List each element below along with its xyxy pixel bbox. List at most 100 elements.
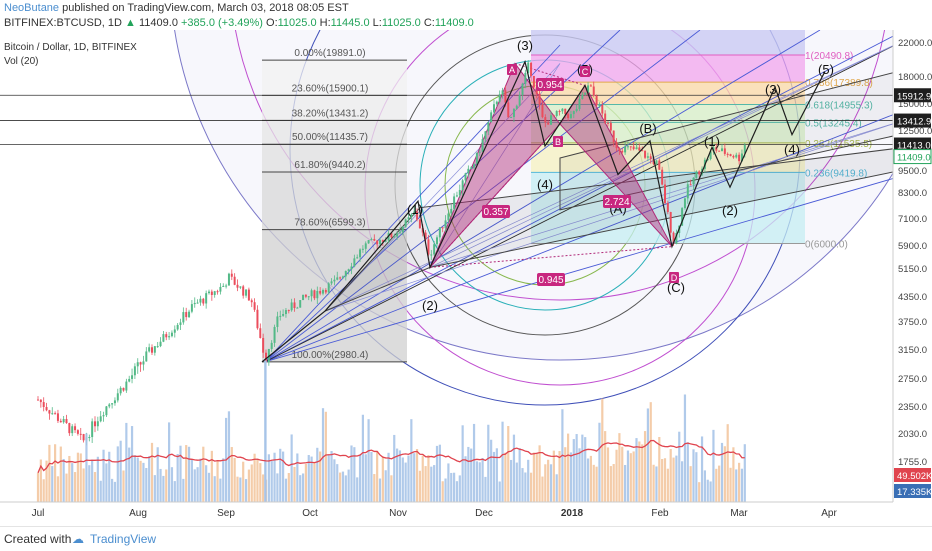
volume-bar [404, 462, 407, 502]
harmonic-ratio-label: 0.945 [538, 275, 563, 286]
time-axis-bg [0, 502, 932, 526]
volume-bar [367, 419, 370, 502]
plot-area[interactable]: 0.00%(19891.0) 23.60%(15900.1) 38.20%(1343… [0, 0, 932, 502]
volume-bar [307, 455, 310, 502]
volume-bar [256, 458, 259, 502]
volume-bar [336, 464, 339, 502]
volume-bar [287, 473, 290, 502]
price-marker [894, 137, 931, 152]
price-axis[interactable]: 22000.018000.015000.012500.011000.09500.… [892, 30, 932, 502]
volume-bar [327, 455, 330, 502]
volume-bar [130, 426, 134, 502]
volume-bar [276, 473, 279, 502]
candle-body [396, 233, 399, 237]
tradingview-logo-icon: ☁ [72, 532, 84, 546]
volume-bar [692, 449, 695, 502]
candle-body [612, 130, 615, 143]
candle-body [42, 402, 45, 408]
fib-ext-label: 0.236(9419.8) [805, 168, 867, 179]
candle-body [544, 117, 547, 123]
candle-body [692, 177, 695, 185]
candle-body [558, 111, 561, 113]
volume-bar [390, 475, 393, 502]
candle-body [196, 302, 199, 304]
candle-body [515, 105, 518, 109]
volume-bar [378, 478, 382, 502]
price-axis-bg [893, 30, 932, 502]
volume-bar [85, 433, 88, 502]
volume-bar [586, 458, 590, 502]
candle-body [735, 154, 738, 158]
price-tick-label: 2350.0 [898, 402, 927, 413]
volume-bar [279, 448, 282, 502]
volume-bar [547, 459, 550, 502]
harmonic-ratio-tag [482, 205, 510, 218]
candle-body [142, 361, 145, 365]
volume-bar [589, 455, 592, 502]
tradingview-brand[interactable]: TradingView [90, 532, 157, 546]
gann-fan-line [264, 30, 701, 363]
volume-bar [532, 452, 535, 502]
volume-bar [415, 449, 419, 502]
volume-bar [729, 467, 732, 502]
volume-bar [253, 453, 256, 502]
candle-body [589, 85, 592, 87]
candle-body [273, 326, 276, 343]
volume-bar [48, 444, 51, 502]
volume-bar [535, 453, 538, 502]
volume-bar [598, 422, 601, 502]
volume-bar [638, 441, 641, 502]
candle-body [316, 290, 319, 299]
candle-body [279, 315, 282, 317]
candle-body [401, 226, 404, 233]
harmonic-ratio-tag [536, 78, 564, 91]
harmonic-xd-line [429, 246, 673, 268]
candle-body [253, 302, 256, 310]
volume-bar [68, 455, 71, 502]
harmonic-xb-line [429, 123, 561, 268]
candle-body [689, 184, 692, 186]
candle-body [182, 312, 185, 323]
candle-body [561, 108, 564, 112]
volume-bar [113, 481, 117, 502]
candle-body [581, 94, 584, 99]
volume-bar [458, 475, 461, 502]
volume-bar [173, 481, 176, 502]
candle-body [470, 167, 473, 169]
candle-body [310, 290, 313, 297]
volume-bar [581, 434, 584, 502]
time-axis[interactable]: Jul Aug Sep Oct Nov Dec 2018 Feb Mar Apr [0, 501, 932, 526]
candle-body [213, 291, 216, 295]
price-tick-label: 15000.0 [898, 99, 932, 110]
candle-body [430, 254, 433, 256]
volume-bar [635, 438, 638, 502]
volume-bar [205, 465, 208, 502]
candle-body [550, 115, 552, 125]
candle-body [270, 342, 273, 349]
candle-body [247, 289, 250, 301]
volume-bar [393, 434, 396, 502]
author-link[interactable]: NeoButane [4, 2, 60, 14]
volume-bar [353, 447, 356, 502]
volume-bar [706, 479, 709, 502]
gann-fan-line [324, 123, 893, 312]
candle-body [518, 94, 521, 106]
volume-bar [723, 446, 726, 502]
volume-bar [686, 442, 689, 502]
volume-bar [609, 466, 612, 502]
volume-bar [735, 469, 738, 502]
volume-bar [299, 475, 302, 502]
volume-bar [564, 447, 567, 502]
volume-bar [216, 460, 219, 502]
candle-body [153, 346, 156, 353]
candle-body [313, 290, 316, 299]
volume-bar [504, 452, 507, 502]
volume-bar [162, 475, 165, 502]
candle-body [347, 269, 350, 272]
candle-body [113, 400, 116, 404]
candle-body [393, 236, 396, 238]
price-marker-label: 17.335K [897, 487, 932, 498]
candle-body [322, 289, 324, 294]
volume-bar [361, 414, 364, 502]
